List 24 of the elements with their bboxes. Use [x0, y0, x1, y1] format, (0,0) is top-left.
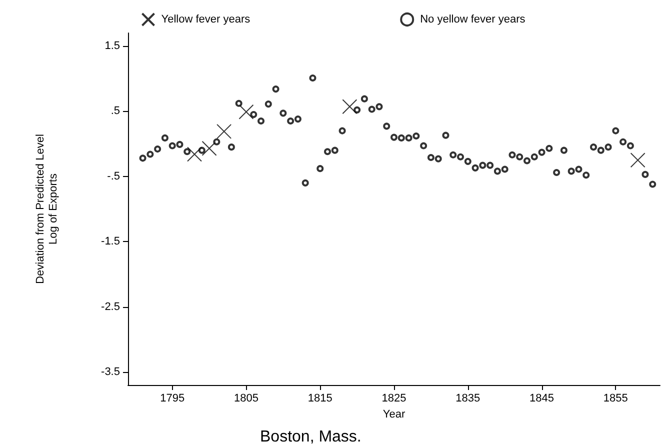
y-tick-label: -.5 — [107, 170, 120, 182]
y-tick-label: .5 — [110, 105, 120, 118]
point — [187, 146, 202, 162]
point — [342, 99, 358, 114]
y-tick-label: 1.5 — [104, 40, 120, 52]
point — [216, 124, 232, 139]
point — [630, 152, 646, 168]
x-tick-label: 1815 — [308, 392, 332, 404]
legend-label: Yellow fever years — [161, 14, 251, 26]
point — [202, 140, 217, 156]
x-tick-label: 1835 — [456, 392, 480, 404]
x-tick-label: 1845 — [530, 392, 554, 404]
y-tick-label: -2.5 — [101, 300, 120, 313]
x-tick-label: 1855 — [603, 392, 628, 404]
x-axis-title: Year — [382, 408, 406, 420]
x-tick-label: 1805 — [234, 392, 258, 404]
point — [238, 104, 254, 120]
text: Boston, Mass. — [260, 428, 362, 446]
y-tick-label: -1.5 — [101, 236, 120, 248]
y-axis-title: Deviation from Predicted Level Log of Exports — [34, 134, 60, 284]
legend-label: No yellow fever years — [420, 14, 526, 26]
x-tick-label: 1795 — [160, 392, 185, 404]
y-tick-label: -3.5 — [101, 366, 120, 378]
x-tick-label: 1825 — [382, 392, 406, 404]
